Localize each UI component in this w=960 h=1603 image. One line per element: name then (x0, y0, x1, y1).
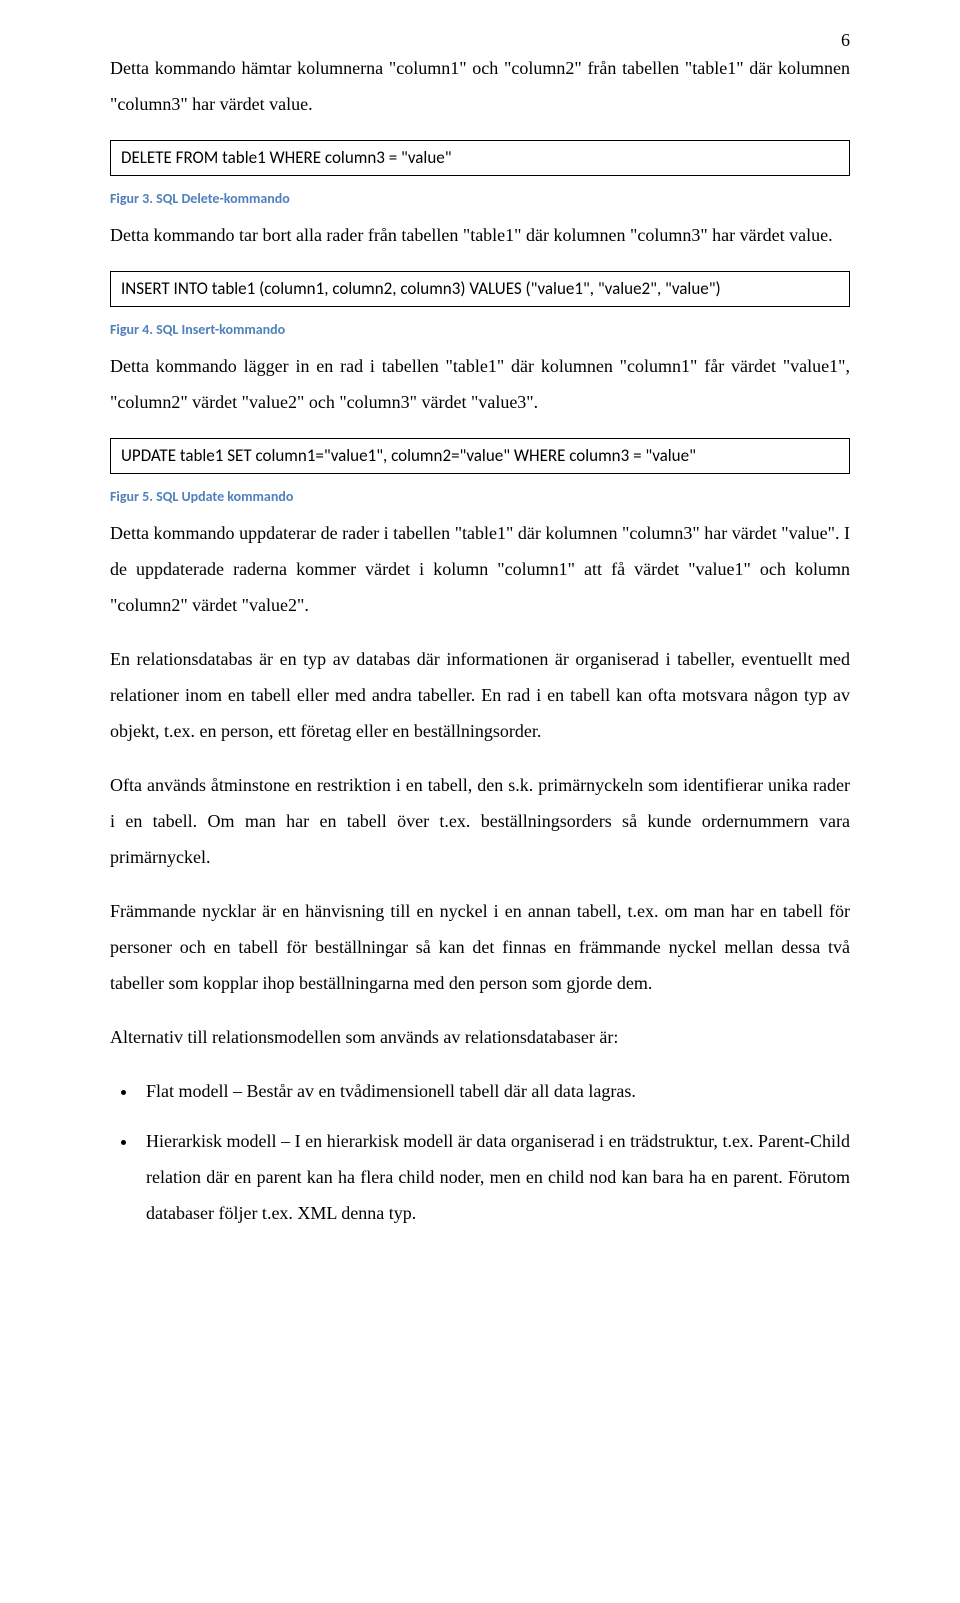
paragraph: Alternativ till relationsmodellen som an… (110, 1019, 850, 1055)
code-box-update: UPDATE table1 SET column1="value1", colu… (110, 438, 850, 474)
paragraph: Detta kommando hämtar kolumnerna "column… (110, 50, 850, 122)
page: 6 Detta kommando hämtar kolumnerna "colu… (0, 0, 960, 1285)
page-number: 6 (841, 30, 850, 51)
code-box-delete: DELETE FROM table1 WHERE column3 = "valu… (110, 140, 850, 176)
code-box-insert: INSERT INTO table1 (column1, column2, co… (110, 271, 850, 307)
figure-caption-3: Figur 3. SQL Delete-kommando (110, 190, 850, 207)
paragraph: Detta kommando tar bort alla rader från … (110, 217, 850, 253)
bullet-list: Flat modell – Består av en tvådimensione… (138, 1073, 850, 1231)
paragraph: Främmande nycklar är en hänvisning till … (110, 893, 850, 1001)
figure-caption-5: Figur 5. SQL Update kommando (110, 488, 850, 505)
bullet-item: Hierarkisk modell – I en hierarkisk mode… (138, 1123, 850, 1231)
paragraph: Detta kommando uppdaterar de rader i tab… (110, 515, 850, 623)
bullet-item: Flat modell – Består av en tvådimensione… (138, 1073, 850, 1109)
paragraph: En relationsdatabas är en typ av databas… (110, 641, 850, 749)
paragraph: Detta kommando lägger in en rad i tabell… (110, 348, 850, 420)
paragraph: Ofta används åtminstone en restriktion i… (110, 767, 850, 875)
figure-caption-4: Figur 4. SQL Insert-kommando (110, 321, 850, 338)
